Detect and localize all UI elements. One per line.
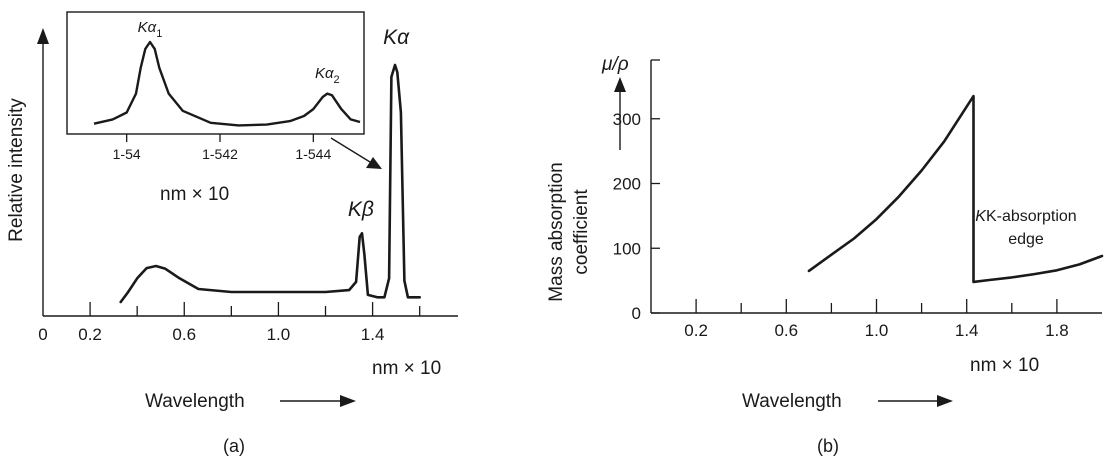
inset-k-alpha-doublet: 1-54 1-542 1-544 Kα1 Kα2 nm × 10 [66, 11, 365, 205]
panel-a-y-axis-label: Relative intensity [6, 98, 27, 242]
panel-a-x-tick-label: 1.0 [267, 325, 291, 344]
panel-a-x-axis-label: Wavelength [145, 391, 245, 412]
k-absorption-edge-label-line2: edge [1008, 231, 1044, 248]
panel-b-y-axis-label-line2: coefficient [571, 189, 592, 275]
inset-x-tick-labels: 1-54 1-542 1-544 [113, 146, 332, 162]
panel-a-x-tick-label: 0 [38, 325, 47, 344]
panel-b-x-tick-label: 0.2 [684, 321, 708, 340]
inset-x-ticks [126, 134, 314, 142]
panel-b-x-tick-label: 1.4 [955, 321, 979, 340]
k-absorption-edge-text: K-absorption [986, 208, 1077, 225]
panel-b-x-arrow-head [937, 395, 953, 407]
panel-a-y-axis-arrow [37, 28, 49, 44]
panel-b-x-tick-labels: 0.2 0.6 1.0 1.4 1.8 [684, 321, 1068, 340]
panel-b-x-tick-label: 1.0 [865, 321, 889, 340]
k-alpha-peak-label: Kα [383, 26, 410, 49]
panel-a-x-tick-label: 0.2 [78, 325, 102, 344]
panel-b-y-ticks [651, 59, 660, 314]
panel-b-y-tick-label: 0 [632, 304, 641, 323]
panel-a-x-arrow-head [340, 395, 356, 407]
panel-b-y-tick-labels: 0 100 200 300 [613, 110, 641, 323]
panel-b-caption: (b) [817, 436, 839, 456]
inset-x-unit: nm × 10 [160, 184, 229, 205]
panel-b-y-tick-label: 200 [613, 175, 641, 194]
panel-a-x-ticks [89, 302, 421, 316]
panel-b-y-symbol: μ/ρ [601, 54, 629, 75]
panel-b-y-tick-label: 300 [613, 110, 641, 129]
panel-a-x-unit: nm × 10 [372, 358, 441, 379]
inset-frame [66, 11, 365, 135]
panel-b-y-arrow-head [614, 77, 626, 92]
inset-pointer-line [330, 137, 371, 163]
panel-b-x-axis-label: Wavelength [742, 391, 842, 412]
panel-a-x-tick-labels: 0 0.2 0.6 1.0 1.4 [38, 325, 384, 344]
panel-b-absorption-line [807, 94, 1104, 284]
k-absorption-edge-label-line1: KK-absorption [975, 208, 1076, 225]
panel-b-y-axis-label-line1: Mass absorption [546, 162, 567, 301]
panel-a-x-tick-label: 0.6 [172, 325, 196, 344]
panel-a-spectrum-line [119, 63, 421, 304]
panel-a-caption: (a) [223, 436, 245, 456]
panel-a-x-tick-label: 1.4 [361, 325, 385, 344]
panel-b-mass-absorption: 0 100 200 300 0.2 0.6 1.0 1.4 1.8 μ/ρ Mass abso… [546, 54, 1104, 456]
inset-x-tick-label: 1-542 [202, 146, 238, 162]
k-beta-peak-label: Kβ [348, 198, 374, 221]
k-alpha2-peak-label: Kα2 [315, 65, 340, 86]
panel-b-x-unit: nm × 10 [970, 355, 1039, 376]
panel-b-x-ticks [695, 299, 1058, 313]
inset-x-tick-label: 1-544 [295, 146, 331, 162]
panel-b-x-tick-label: 0.6 [774, 321, 798, 340]
panel-b-y-tick-label: 100 [613, 239, 641, 258]
panel-b-x-tick-label: 1.8 [1045, 321, 1069, 340]
inset-pointer-head [366, 157, 382, 169]
inset-doublet-line [93, 40, 361, 127]
k-alpha1-peak-label: Kα1 [138, 19, 163, 40]
inset-x-tick-label: 1-54 [113, 146, 141, 162]
panel-a-intensity-spectrum: 0 0.2 0.6 1.0 1.4 Kβ Kα Relative intensity n… [6, 11, 458, 456]
